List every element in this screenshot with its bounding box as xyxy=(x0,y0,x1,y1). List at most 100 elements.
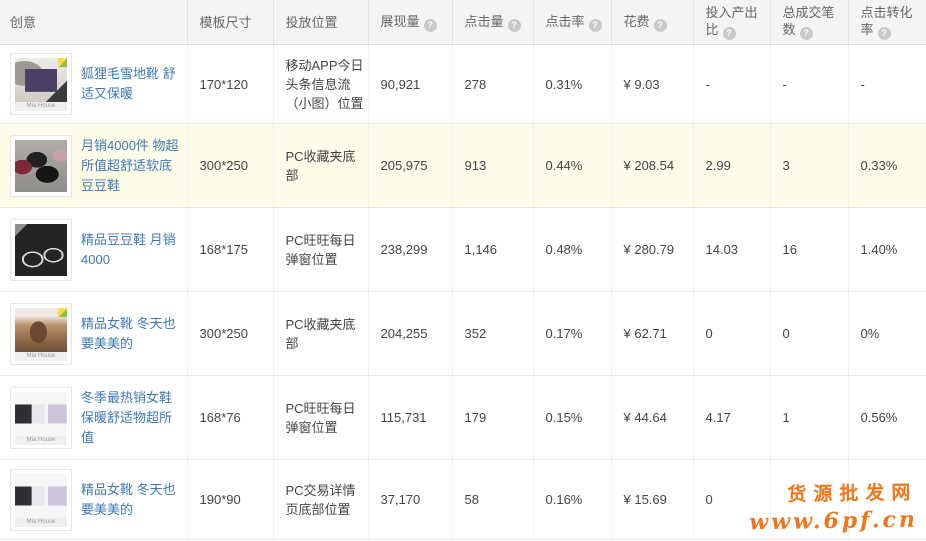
table-row: Mia House 精品女靴 冬天也要美美的 190*90 PC交易详情页底部位… xyxy=(0,459,926,540)
clicks-cell: 352 xyxy=(452,291,534,376)
placement-cell: PC旺旺每日弹窗位置 xyxy=(273,375,369,460)
col-header-label: 创意 xyxy=(10,14,37,30)
placement-cell: PC收藏夹底部 xyxy=(273,291,369,376)
help-icon[interactable]: ? xyxy=(877,27,891,40)
roi-cell: 4.17 xyxy=(693,375,771,460)
cost-cell: ¥ 15.69 xyxy=(611,459,694,540)
thumbnail-caption: Mia House xyxy=(15,517,67,527)
help-icon[interactable]: ? xyxy=(799,27,813,40)
col-header-template-size: 模板尺寸 xyxy=(187,0,274,45)
deals-cell: 3 xyxy=(770,123,849,208)
conversion-cell: 0.56% xyxy=(848,375,926,460)
placement-cell: PC交易详情页底部位置 xyxy=(273,459,369,540)
creative-thumbnail[interactable]: Mia House xyxy=(10,468,72,531)
creative-cell: Mia House 狐狸毛雪地靴 舒适又保暖 xyxy=(0,44,188,124)
table-row: Mia House 狐狸毛雪地靴 舒适又保暖 170*120 移动APP今日头条… xyxy=(0,44,926,124)
col-header-label: 投放位置 xyxy=(285,14,338,30)
clicks-cell: 58 xyxy=(452,459,534,540)
creative-title-link[interactable]: 精品女靴 冬天也要美美的 xyxy=(81,481,176,517)
col-header-conversion: 点击转化率? xyxy=(848,0,926,45)
table-row-highlighted: 月销4000件 物超所值超舒适软底豆豆鞋 300*250 PC收藏夹底部 205… xyxy=(0,123,926,208)
conversion-cell: 1.40% xyxy=(848,207,926,292)
table-row: Mia House 冬季最热销女鞋 保暖舒适物超所值 168*76 PC旺旺每日… xyxy=(0,375,926,460)
clicks-cell: 1,146 xyxy=(452,207,534,292)
creative-cell: Mia House 冬季最热销女鞋 保暖舒适物超所值 xyxy=(0,375,188,460)
creative-cell: 精品豆豆鞋 月销4000 xyxy=(0,207,188,292)
conversion-cell: 0.33% xyxy=(848,123,926,208)
col-header-label: 点击量 xyxy=(464,13,504,29)
table-row: Mia House 精品女靴 冬天也要美美的 300*250 PC收藏夹底部 2… xyxy=(0,291,926,376)
ctr-cell: 0.15% xyxy=(533,375,612,460)
ctr-cell: 0.31% xyxy=(533,44,612,124)
thumbnail-caption: Mia House xyxy=(15,351,67,361)
impressions-cell: 205,975 xyxy=(368,123,453,208)
creative-thumbnail[interactable]: Mia House xyxy=(10,302,72,365)
clicks-cell: 278 xyxy=(452,44,534,124)
ctr-cell: 0.17% xyxy=(533,291,612,376)
template-size-cell: 170*120 xyxy=(187,44,274,124)
conversion-cell xyxy=(848,459,926,540)
product-image xyxy=(15,391,67,436)
col-header-label: 花费 xyxy=(623,13,650,29)
deals-cell: 1 xyxy=(770,375,849,460)
impressions-cell: 204,255 xyxy=(368,291,453,376)
help-icon[interactable]: ? xyxy=(722,27,736,40)
help-icon[interactable]: ? xyxy=(653,18,667,32)
cost-cell: ¥ 9.03 xyxy=(611,44,694,124)
ctr-cell: 0.16% xyxy=(533,459,612,540)
clicks-cell: 179 xyxy=(452,375,534,460)
col-header-clicks: 点击量? xyxy=(452,0,534,45)
template-size-cell: 168*76 xyxy=(187,375,274,460)
roi-cell: 0 xyxy=(693,459,771,540)
col-header-label: 点击率 xyxy=(545,13,585,29)
roi-cell: 2.99 xyxy=(693,123,771,208)
roi-cell: 14.03 xyxy=(693,207,771,292)
placement-cell: PC旺旺每日弹窗位置 xyxy=(273,207,369,292)
conversion-cell: 0% xyxy=(848,291,926,376)
deals-cell: 16 xyxy=(770,207,849,292)
col-header-cost: 花费? xyxy=(611,0,694,45)
table-row: 精品豆豆鞋 月销4000 168*175 PC旺旺每日弹窗位置 238,299 … xyxy=(0,207,926,292)
help-icon[interactable]: ? xyxy=(423,18,437,32)
col-header-label: 投入产出比 xyxy=(705,5,758,37)
cost-cell: ¥ 44.64 xyxy=(611,375,694,460)
creative-thumbnail[interactable]: Mia House xyxy=(10,53,72,115)
col-header-label: 总成交笔数 xyxy=(782,5,835,37)
product-image xyxy=(15,223,67,276)
col-header-label: 点击转化率 xyxy=(860,5,913,37)
ctr-cell: 0.44% xyxy=(533,123,612,208)
template-size-cell: 168*175 xyxy=(187,207,274,292)
col-header-ctr: 点击率? xyxy=(533,0,612,45)
product-image xyxy=(15,473,67,518)
col-header-placement: 投放位置 xyxy=(273,0,369,45)
creative-cell: Mia House 精品女靴 冬天也要美美的 xyxy=(0,459,188,540)
creative-title-link[interactable]: 狐狸毛雪地靴 舒适又保暖 xyxy=(81,66,176,101)
col-header-roi: 投入产出比? xyxy=(693,0,771,45)
col-header-impressions: 展现量? xyxy=(368,0,453,45)
creative-title-link[interactable]: 精品豆豆鞋 月销4000 xyxy=(81,231,176,267)
impressions-cell: 37,170 xyxy=(368,459,453,540)
table-header: 创意 模板尺寸 投放位置 展现量? 点击量? 点击率? 花费? 投入产出比? 总… xyxy=(0,0,926,45)
clicks-cell: 913 xyxy=(452,123,534,208)
creative-cell: 月销4000件 物超所值超舒适软底豆豆鞋 xyxy=(0,123,188,208)
creative-title-link[interactable]: 冬季最热销女鞋 保暖舒适物超所值 xyxy=(81,389,173,445)
deals-cell xyxy=(770,459,849,540)
creative-thumbnail[interactable] xyxy=(10,134,72,197)
creative-title-link[interactable]: 月销4000件 物超所值超舒适软底豆豆鞋 xyxy=(81,137,179,193)
placement-cell: 移动APP今日头条信息流（小图）位置 xyxy=(273,44,369,124)
template-size-cell: 300*250 xyxy=(187,291,274,376)
creative-title-link[interactable]: 精品女靴 冬天也要美美的 xyxy=(81,315,176,351)
creative-thumbnail[interactable] xyxy=(10,218,72,281)
template-size-cell: 300*250 xyxy=(187,123,274,208)
help-icon[interactable]: ? xyxy=(507,18,521,32)
placement-cell: PC收藏夹底部 xyxy=(273,123,369,208)
deals-cell: 0 xyxy=(770,291,849,376)
conversion-cell: - xyxy=(848,44,926,124)
cost-cell: ¥ 208.54 xyxy=(611,123,694,208)
creative-thumbnail[interactable]: Mia House xyxy=(10,386,72,449)
col-header-deals: 总成交笔数? xyxy=(770,0,849,45)
thumbnail-caption: Mia House xyxy=(15,102,67,111)
roi-cell: - xyxy=(693,44,771,124)
help-icon[interactable]: ? xyxy=(588,18,602,32)
